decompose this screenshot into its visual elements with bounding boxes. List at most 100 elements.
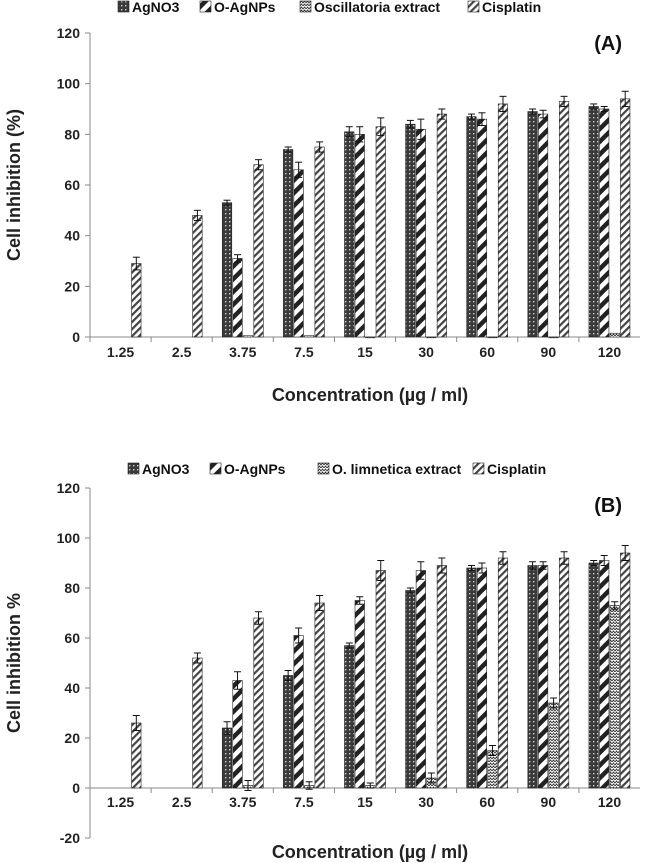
- y-tick-label: 80: [64, 126, 80, 142]
- bar-cisplatin-7-5: [315, 603, 325, 788]
- legend-label-cisplatin: Cisplatin: [487, 461, 546, 477]
- x-tick-label: 30: [418, 794, 434, 810]
- legend-swatch-oscillatoria-extract: [300, 1, 311, 12]
- bar-cisplatin-60: [498, 104, 508, 337]
- bar-agno3-3-75: [222, 203, 232, 337]
- legend-swatch-o-agnps: [200, 1, 211, 12]
- bar-cisplatin-15: [376, 571, 386, 789]
- y-tick-label: 20: [64, 730, 80, 746]
- y-tick-label: 60: [64, 630, 80, 646]
- legend-label-cisplatin: Cisplatin: [482, 0, 541, 15]
- bar-agno3-7-5: [283, 150, 293, 337]
- bar-oscillatoria-extract-120: [610, 333, 620, 337]
- y-tick-label: 120: [57, 480, 81, 496]
- legend-swatch-agno3: [118, 1, 129, 12]
- bar-cisplatin-30: [437, 114, 447, 337]
- bar-o-limnetica-extract-90: [549, 703, 559, 788]
- x-tick-label: 1.25: [107, 344, 134, 360]
- x-tick-label: 60: [479, 794, 495, 810]
- x-tick-label: 7.5: [294, 794, 314, 810]
- bar-oscillatoria-extract-30: [427, 337, 437, 338]
- bar-o-agnps-60: [477, 568, 487, 788]
- y-tick-label: 100: [57, 530, 81, 546]
- x-tick-label: 90: [541, 344, 557, 360]
- y-tick-label: 40: [64, 228, 80, 244]
- bar-o-agnps-30: [416, 129, 426, 337]
- bar-cisplatin-7-5: [315, 147, 325, 337]
- legend-label-o-agnps: O-AgNPs: [224, 461, 286, 477]
- bar-agno3-120: [589, 106, 599, 337]
- y-tick-label: 0: [72, 780, 80, 796]
- y-tick-label: 100: [57, 76, 81, 92]
- legend-label-agno3: AgNO3: [142, 461, 190, 477]
- x-tick-label: 1.25: [107, 794, 134, 810]
- bar-cisplatin-2-5: [193, 658, 203, 788]
- x-tick-label: 30: [418, 344, 434, 360]
- bar-cisplatin-15: [376, 127, 386, 337]
- bar-oscillatoria-extract-90: [549, 337, 559, 338]
- legend-swatch-o-limnetica-extract: [318, 463, 329, 474]
- bar-oscillatoria-extract-15: [366, 337, 376, 338]
- bar-agno3-15: [345, 132, 355, 337]
- y-tick-label: 40: [64, 680, 80, 696]
- bar-o-agnps-3-75: [233, 258, 243, 337]
- legend-label-o-agnps: O-AgNPs: [214, 0, 276, 15]
- bar-oscillatoria-extract-3-75: [243, 336, 253, 337]
- legend-label-o-limnetica-extract: O. limnetica extract: [332, 461, 462, 477]
- x-tick-label: 3.75: [229, 344, 256, 360]
- bar-cisplatin-90: [559, 558, 569, 788]
- y-axis-label: Cell inhibition %: [4, 593, 24, 733]
- bar-cisplatin-90: [559, 101, 569, 337]
- bar-o-agnps-3-75: [233, 681, 243, 789]
- bar-agno3-15: [345, 646, 355, 789]
- panel-label: (A): [594, 33, 622, 55]
- x-tick-label: 60: [479, 344, 495, 360]
- legend-label-oscillatoria-extract: Oscillatoria extract: [314, 0, 440, 15]
- bar-cisplatin-60: [498, 558, 508, 788]
- bar-agno3-90: [528, 566, 538, 789]
- bar-cisplatin-30: [437, 566, 447, 789]
- legend-swatch-o-agnps: [210, 463, 221, 474]
- y-tick-label: 0: [72, 329, 80, 345]
- x-axis-label: Concentration (µg / ml): [272, 842, 468, 862]
- x-tick-label: 15: [357, 344, 373, 360]
- bar-o-agnps-60: [477, 119, 487, 337]
- bar-o-limnetica-extract-60: [488, 751, 498, 789]
- bar-oscillatoria-extract-7-5: [304, 336, 314, 337]
- y-tick-label: -20: [60, 830, 80, 846]
- legend-label-agno3: AgNO3: [132, 0, 180, 15]
- figure: 0204060801001201.25 2.5 3.75 7.5 15 30 60 90 120…: [0, 0, 663, 863]
- legend-swatch-agno3: [128, 463, 139, 474]
- y-axis-label: Cell inhibition (%): [4, 109, 24, 261]
- bar-cisplatin-120: [620, 99, 630, 337]
- bar-cisplatin-3-75: [254, 618, 264, 788]
- y-tick-label: 80: [64, 580, 80, 596]
- bar-oscillatoria-extract-60: [488, 337, 498, 338]
- bar-cisplatin-1-25: [132, 723, 142, 788]
- x-axis-label: Concentration (µg / ml): [272, 385, 468, 405]
- bar-agno3-120: [589, 563, 599, 788]
- bar-cisplatin-120: [620, 553, 630, 788]
- chart-panel-b: -20 0 20 40 60 80 100 120 1.25 2.5 3.75 7.5 15 30 60 90…: [4, 461, 640, 862]
- bar-o-agnps-90: [538, 566, 548, 789]
- y-tick-label: 120: [57, 25, 81, 41]
- bar-cisplatin-2-5: [193, 215, 203, 337]
- y-tick-label: 60: [64, 177, 80, 193]
- bar-o-agnps-15: [355, 601, 365, 789]
- y-tick-label: 20: [64, 278, 80, 294]
- bar-agno3-60: [467, 568, 477, 788]
- bar-agno3-90: [528, 112, 538, 337]
- bar-o-agnps-7-5: [294, 636, 304, 789]
- bar-o-agnps-30: [416, 571, 426, 789]
- bar-o-agnps-7-5: [294, 170, 304, 337]
- x-tick-label: 7.5: [294, 344, 314, 360]
- bar-agno3-30: [406, 124, 416, 337]
- x-tick-label: 120: [598, 344, 622, 360]
- bar-o-limnetica-extract-120: [610, 606, 620, 789]
- bar-o-agnps-90: [538, 114, 548, 337]
- x-tick-label: 3.75: [229, 794, 256, 810]
- chart-panel-a: 0 20 40 60 80 100 120 1.25 2.5 3.75 7.5 15 30 60 90 120…: [4, 0, 640, 405]
- x-tick-label: 120: [598, 794, 622, 810]
- bar-agno3-60: [467, 117, 477, 337]
- bar-agno3-3-75: [222, 728, 232, 788]
